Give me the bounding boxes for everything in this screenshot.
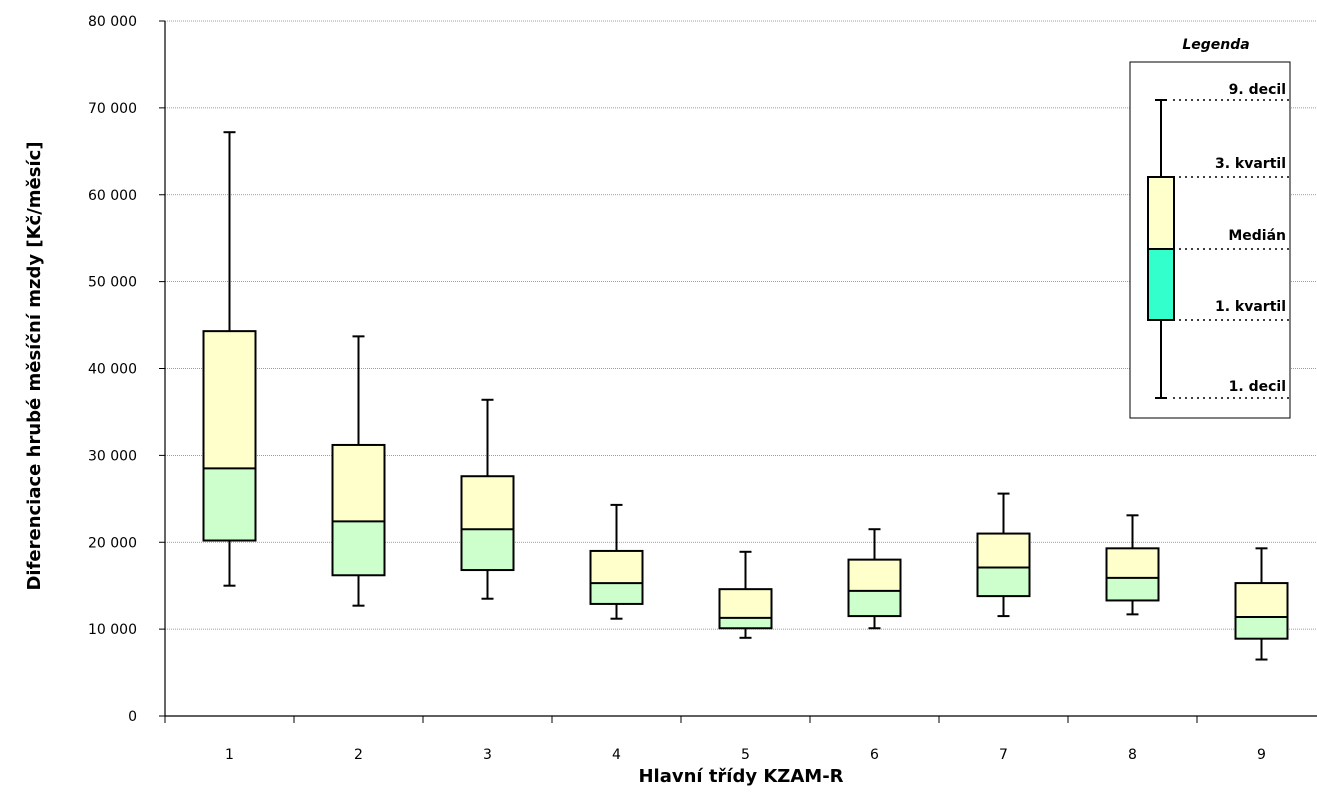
box-outline [589, 549, 644, 605]
y-tick-label: 0 [128, 709, 137, 725]
box-upper-fill [1235, 583, 1288, 617]
x-tick-label: 4 [612, 747, 621, 763]
x-axis-title: Hlavní třídy KZAM-R [638, 766, 843, 787]
box-outline [847, 558, 902, 618]
box-lower-fill [1148, 249, 1174, 320]
box-4 [589, 503, 644, 620]
x-tick-label: 5 [741, 747, 750, 763]
box-lower-fill [1106, 577, 1159, 601]
x-tick-label: 3 [483, 747, 492, 763]
box-7 [976, 492, 1031, 618]
box-upper-fill [461, 476, 514, 530]
box-lower-fill [203, 468, 256, 541]
y-axis-ticks: 0 10 000 20 000 30 000 40 000 50 000 60 000 70 … [88, 14, 165, 725]
box-upper-fill [203, 331, 256, 469]
legend-box-sample [1147, 99, 1290, 399]
x-axis-ticks: 1 2 3 4 5 6 7 8 9 [164, 716, 1266, 763]
y-tick-label: 20 000 [88, 535, 137, 551]
box-lower-fill [461, 529, 514, 571]
box-lower-fill [1235, 616, 1288, 639]
box-legend [1147, 99, 1175, 399]
box-5 [718, 550, 773, 639]
box-outline [460, 475, 515, 572]
box-lower-fill [977, 567, 1030, 597]
x-tick-label: 1 [225, 747, 234, 763]
box-lower-fill [719, 617, 772, 629]
y-tick-label: 60 000 [88, 188, 137, 204]
box-lower-fill [590, 583, 643, 604]
box-upper-fill [1106, 548, 1159, 578]
y-tick-label: 70 000 [88, 101, 137, 117]
x-tick-label: 8 [1128, 747, 1137, 763]
legend-label-median: Medián [1228, 228, 1286, 244]
box-upper-fill [590, 550, 643, 584]
box-lower-fill [332, 521, 385, 576]
boxes [202, 131, 1289, 661]
x-tick-label: 6 [870, 747, 879, 763]
box-9 [1234, 547, 1289, 661]
box-upper-fill [1148, 177, 1174, 249]
y-tick-label: 50 000 [88, 275, 137, 291]
box-6 [847, 528, 902, 630]
legend-label-kvartil1: 1. kvartil [1215, 299, 1286, 315]
box-outline [976, 532, 1031, 598]
box-outline [718, 588, 773, 630]
x-tick-label: 9 [1257, 747, 1266, 763]
box-upper-fill [332, 444, 385, 522]
box-outline [202, 330, 257, 542]
y-tick-label: 40 000 [88, 362, 137, 378]
box-3 [460, 398, 515, 600]
legend-label-kvartil3: 3. kvartil [1215, 156, 1286, 172]
legend-label-decil1: 1. decil [1229, 379, 1286, 395]
box-upper-fill [719, 589, 772, 618]
y-tick-label: 10 000 [88, 622, 137, 638]
box-1 [202, 131, 257, 587]
y-tick-label: 30 000 [88, 448, 137, 464]
box-outline [1234, 582, 1289, 640]
box-upper-fill [977, 533, 1030, 568]
box-outline [1105, 547, 1160, 602]
box-lower-fill [848, 590, 901, 617]
x-tick-label: 2 [354, 747, 363, 763]
box-outline [331, 443, 386, 577]
y-axis-title: Diferenciace hrubé měsíční mzdy [Kč/měsí… [24, 141, 45, 590]
x-tick-label: 7 [999, 747, 1008, 763]
box-2 [331, 335, 386, 607]
box-8 [1105, 514, 1160, 616]
legend-label-decil9: 9. decil [1229, 82, 1286, 98]
legend: Legenda 9. decil 3. kvartil Medián 1. kv… [1129, 37, 1291, 419]
box-upper-fill [848, 559, 901, 591]
y-tick-label: 80 000 [88, 14, 137, 30]
legend-title: Legenda [1182, 37, 1249, 53]
